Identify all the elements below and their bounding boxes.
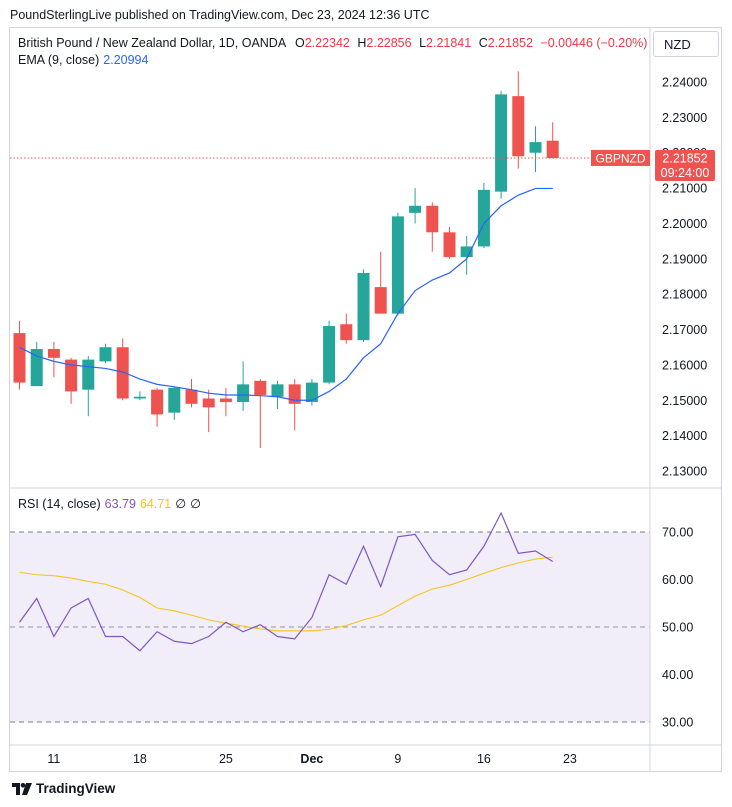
high-label: H (357, 36, 367, 50)
candle-body (30, 348, 43, 387)
price-tick-label: 2.15000 (662, 394, 707, 408)
price-pane (10, 71, 650, 449)
candle-body (495, 94, 508, 192)
candle-body (185, 389, 198, 404)
candle-body (65, 359, 78, 392)
ema-line (19, 187, 553, 401)
price-tag-value: 2.21852 (662, 151, 707, 165)
price-tick-label: 2.13000 (662, 465, 707, 479)
rsi-tick-label: 70.00 (662, 526, 693, 540)
open-label: O (294, 36, 305, 50)
tradingview-brand: TradingView (36, 781, 116, 796)
ema-legend: EMA (9, close) 2.20994 (18, 53, 148, 67)
candle-body (82, 359, 95, 390)
low-value: 2.21841 (426, 36, 472, 50)
price-tick-label: 2.19000 (662, 252, 707, 266)
candle-body (133, 396, 146, 399)
rsi-tick-label: 30.00 (662, 716, 693, 730)
candle-body (529, 142, 542, 153)
candle-body (460, 246, 473, 258)
rsi-tick-label: 60.00 (662, 573, 693, 587)
candle-body (357, 272, 370, 341)
candle-body (426, 205, 439, 233)
currency-button[interactable]: NZD (653, 31, 719, 57)
candle-body (546, 140, 559, 159)
candle-body (13, 333, 26, 383)
candle-body (237, 384, 250, 403)
close-value: 2.21852 (487, 36, 533, 50)
open-value: 2.22342 (304, 36, 350, 50)
price-tick-label: 2.24000 (662, 76, 707, 90)
candle-body (409, 205, 422, 213)
candle-body (443, 232, 456, 258)
time-tick-label: 9 (394, 752, 401, 766)
candle-body (99, 347, 112, 362)
footer: TradingView (12, 781, 115, 796)
candle-body (323, 326, 336, 383)
time-tick-label: 25 (219, 752, 233, 766)
published-line: PoundSterlingLive published on TradingVi… (10, 8, 430, 22)
rsi-tick-label: 40.00 (662, 668, 693, 682)
candle-body (288, 384, 301, 404)
time-tick-label: 16 (477, 752, 491, 766)
symbol-title: British Pound / New Zealand Dollar, 1D, … (18, 36, 286, 50)
high-value: 2.22856 (366, 36, 412, 50)
price-tick-label: 2.21000 (662, 182, 707, 196)
candle-body (512, 96, 525, 157)
ohlc-legend: British Pound / New Zealand Dollar, 1D, … (18, 36, 651, 50)
candle-body (477, 189, 490, 247)
price-tag-bg (655, 149, 715, 181)
time-tick-label: 11 (47, 752, 60, 766)
chart-frame (9, 27, 722, 772)
rsi-pane (10, 511, 650, 723)
time-tick-label: 23 (563, 752, 577, 766)
candle-body (47, 348, 60, 358)
candle-body (391, 216, 404, 314)
axes: 2.240002.230002.220002.210002.200002.190… (9, 27, 722, 772)
price-tick-label: 2.14000 (662, 429, 707, 443)
price-tag-countdown: 09:24:00 (661, 166, 710, 180)
rsi-ma-value: 64.71 (139, 497, 172, 511)
tradingview-logo-icon (12, 782, 32, 795)
rsi-na-1: ∅ (175, 497, 187, 511)
candle-body (305, 382, 318, 403)
rsi-line (19, 511, 554, 652)
symbol-tag-text: GBPNZD (595, 151, 645, 165)
rsi-ma-line (19, 556, 553, 632)
time-tick-label: Dec (300, 752, 323, 766)
symbol-tag-bg (591, 149, 650, 166)
price-tick-label: 2.23000 (662, 111, 707, 125)
price-tick-label: 2.18000 (662, 288, 707, 302)
rsi-na-2: ∅ (190, 497, 202, 511)
close-label: C (478, 36, 488, 50)
price-tick-label: 2.17000 (662, 323, 707, 337)
price-tick-label: 2.16000 (662, 358, 707, 372)
candle-body (151, 389, 164, 415)
rsi-legend: RSI (14, close) 63.79 64.71 ∅ ∅ (18, 496, 201, 511)
rsi-label: RSI (14, close) (18, 497, 101, 511)
candle-body (271, 384, 284, 397)
rsi-tick-label: 50.00 (662, 621, 693, 635)
candle-body (254, 380, 267, 395)
low-label: L (419, 36, 427, 50)
candle-body (116, 347, 129, 399)
candle-body (374, 287, 387, 314)
ema-value: 2.20994 (103, 53, 149, 67)
rsi-value: 63.79 (104, 497, 136, 511)
candle-body (168, 387, 181, 413)
ema-label: EMA (9, close) (18, 53, 100, 67)
candle-body (219, 398, 232, 403)
change-value: −0.00446 (−0.20%) (540, 36, 648, 50)
time-tick-label: 18 (133, 752, 147, 766)
price-tick-label: 2.20000 (662, 217, 707, 231)
candle-body (202, 398, 215, 408)
candle-body (340, 324, 353, 341)
